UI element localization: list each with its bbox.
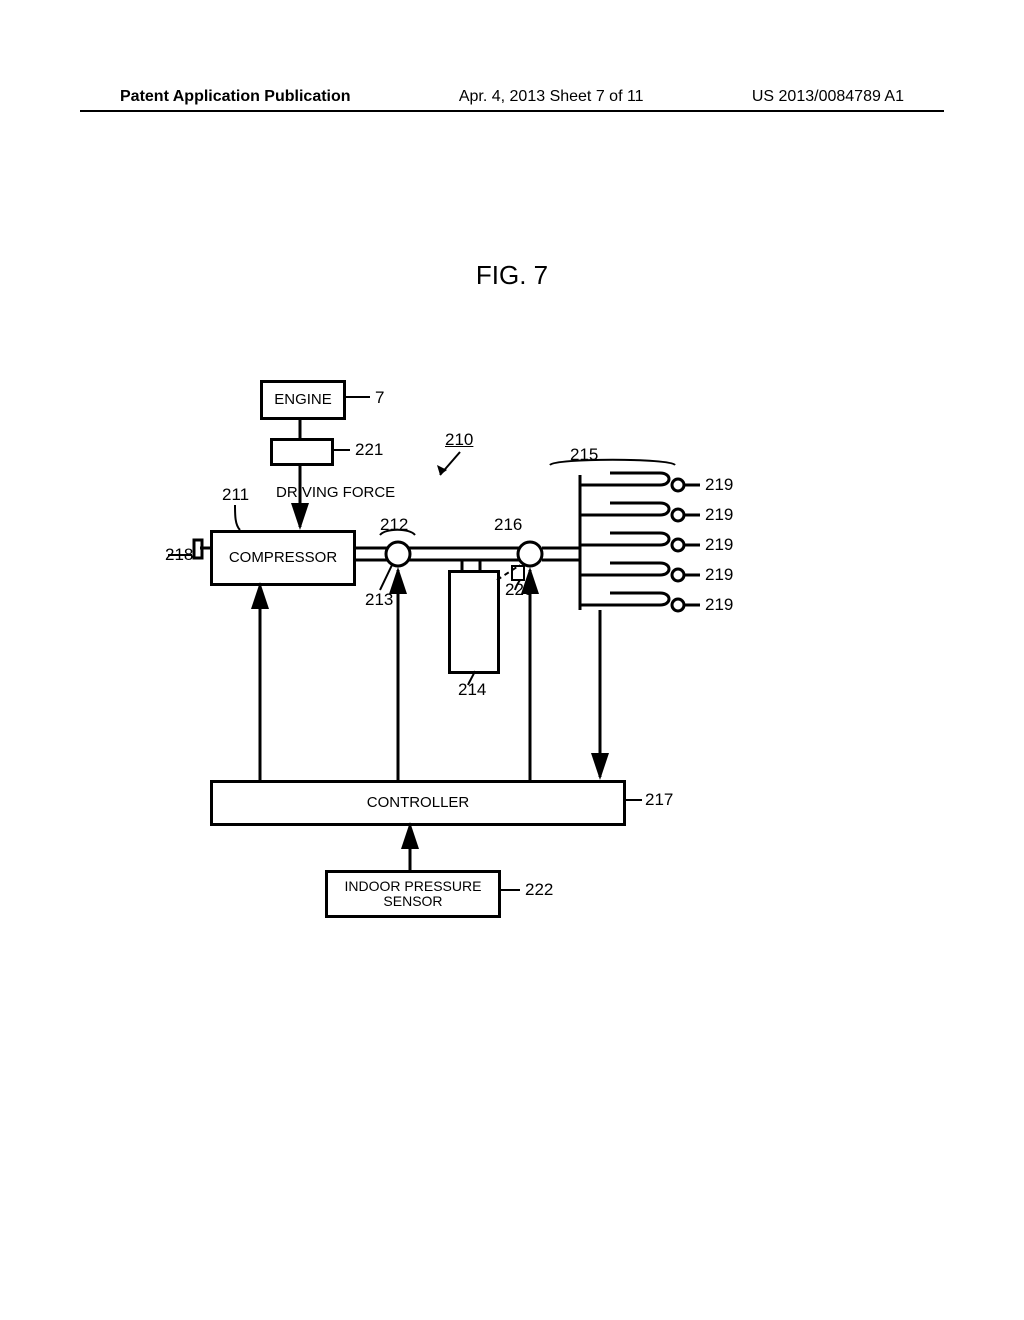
diagram-container: ENGINE COMPRESSOR CONTROLLER INDOOR PRES… xyxy=(180,380,820,940)
header-right: US 2013/0084789 A1 xyxy=(752,88,904,106)
figure-title: FIG. 7 xyxy=(0,260,1024,291)
header-center: Apr. 4, 2013 Sheet 7 of 11 xyxy=(459,88,644,106)
diagram-svg xyxy=(180,380,820,940)
header-divider xyxy=(80,110,944,112)
header-left: Patent Application Publication xyxy=(120,88,351,106)
